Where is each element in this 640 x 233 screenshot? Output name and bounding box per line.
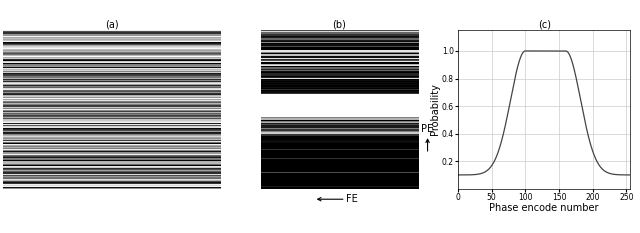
Y-axis label: Probability: Probability bbox=[430, 84, 440, 135]
Text: PE: PE bbox=[421, 124, 433, 134]
Title: (a): (a) bbox=[105, 20, 118, 30]
Text: FE: FE bbox=[346, 194, 357, 204]
Title: (b): (b) bbox=[332, 20, 346, 30]
Title: (c): (c) bbox=[538, 20, 551, 30]
X-axis label: Phase encode number: Phase encode number bbox=[490, 203, 599, 213]
